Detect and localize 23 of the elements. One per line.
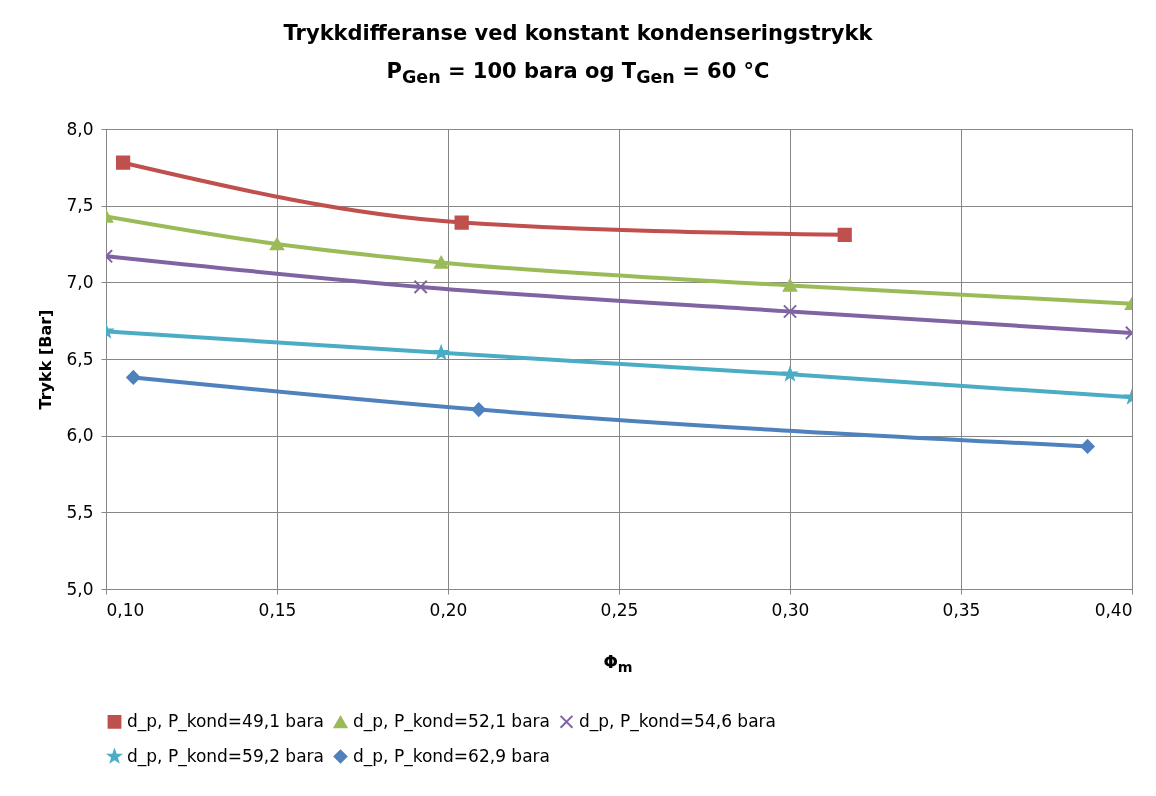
x-tick-label: 0,30 xyxy=(771,599,810,620)
x-tick-label: 0,10 xyxy=(106,599,145,620)
y-tick-label: 5,5 xyxy=(66,501,94,522)
legend-label: d_p, P_kond=54,6 bara xyxy=(579,710,776,732)
y-tick-label: 7,5 xyxy=(66,195,94,216)
y-tick-label: 6,0 xyxy=(66,425,94,446)
y-tick-label: 6,5 xyxy=(66,348,94,369)
y-tick-label: 8,0 xyxy=(66,118,94,139)
x-tick-label: 0,25 xyxy=(600,599,639,620)
y-axis-title: Trykk [Bar] xyxy=(36,309,56,410)
legend-label: d_p, P_kond=52,1 bara xyxy=(353,711,550,733)
legend-label: d_p, P_kond=59,2 bara xyxy=(127,745,324,767)
x-axis-title: Φ$_{m}$ xyxy=(602,652,634,676)
x-tick-label: 0,20 xyxy=(429,599,468,620)
legend-label: d_p, P_kond=62,9 bara xyxy=(353,745,550,767)
y-tick-label: 5,0 xyxy=(66,578,94,599)
y-tick-label: 7,0 xyxy=(66,271,94,292)
chart-subtitle: P$_{Gen}$ = 100 bara og T$_{Gen}$ = 60 °C xyxy=(385,58,771,90)
x-tick-label: 0,40 xyxy=(1094,599,1133,620)
x-tick-label: 0,15 xyxy=(258,599,297,620)
legend-label: d_p, P_kond=49,1 bara xyxy=(127,710,324,732)
chart-title: Trykkdifferanse ved konstant kondenseringstrykk xyxy=(282,20,874,47)
x-tick-label: 0,35 xyxy=(942,599,981,620)
